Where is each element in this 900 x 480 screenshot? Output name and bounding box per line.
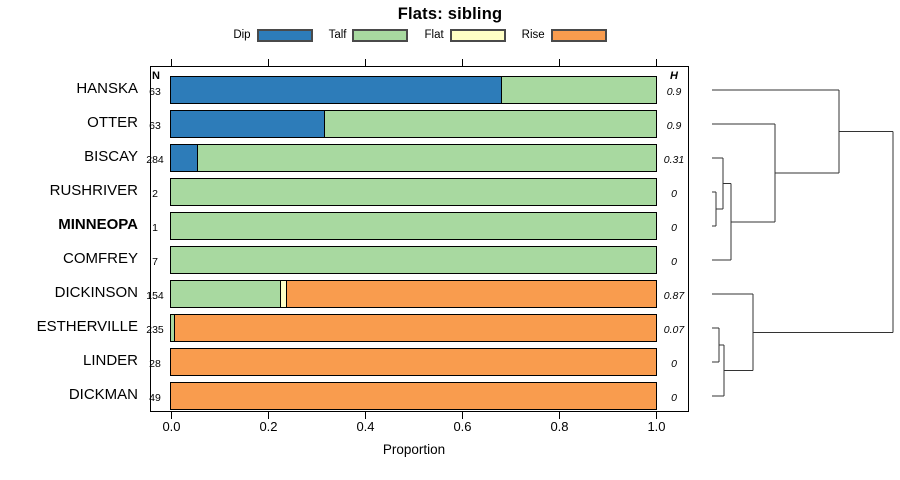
n-value-dickman: 49 xyxy=(149,392,161,404)
legend-item-dip: Dip xyxy=(233,28,313,42)
legend: Dip Talf Flat Rise xyxy=(0,26,840,44)
axis-tick-label: 0.8 xyxy=(550,419,569,434)
axis-tick-bottom xyxy=(656,412,657,419)
bar-estherville xyxy=(170,314,657,342)
axis-tick-bottom xyxy=(365,412,366,419)
row-label-dickinson: DICKINSON xyxy=(54,284,138,301)
h-value-hanska: 0.9 xyxy=(666,86,682,98)
axis-tick-bottom xyxy=(559,412,560,419)
bar-segment-talf xyxy=(171,247,656,273)
axis-tick-label: 0.0 xyxy=(162,419,181,434)
axis-tick-label: 1.0 xyxy=(647,419,666,434)
row-label-otter: OTTER xyxy=(87,114,138,131)
chart-title: Flats: sibling xyxy=(397,5,503,23)
plot-frame xyxy=(150,66,689,412)
n-value-estherville: 235 xyxy=(146,324,164,336)
row-label-biscay: BISCAY xyxy=(84,148,138,165)
bar-otter xyxy=(170,110,657,138)
h-value-minneopa: 0 xyxy=(671,222,677,234)
h-column-header: H xyxy=(670,70,678,82)
legend-item-talf: Talf xyxy=(328,28,409,42)
bar-hanska xyxy=(170,76,657,104)
row-label-rushriver: RUSHRIVER xyxy=(49,182,138,199)
bar-segment-talf xyxy=(171,281,282,307)
row-label-hanska: HANSKA xyxy=(76,80,138,97)
n-column-header: N xyxy=(152,70,160,82)
h-value-estherville: 0.07 xyxy=(663,324,685,336)
axis-tick-top xyxy=(462,59,463,66)
axis-tick-bottom xyxy=(462,412,463,419)
bar-minneopa xyxy=(170,212,657,240)
axis-tick-top xyxy=(365,59,366,66)
row-label-minneopa: MINNEOPA xyxy=(58,216,138,233)
bar-dickman xyxy=(170,382,657,410)
h-value-linder: 0 xyxy=(671,358,677,370)
h-value-biscay: 0.31 xyxy=(663,154,685,166)
legend-item-flat: Flat xyxy=(424,28,506,42)
bar-segment-talf xyxy=(171,315,176,341)
bar-segment-talf xyxy=(171,213,656,239)
n-value-biscay: 284 xyxy=(146,154,164,166)
bar-segment-dip xyxy=(171,145,199,171)
axis-tick-top xyxy=(171,59,172,66)
row-label-linder: LINDER xyxy=(82,352,138,369)
h-value-dickman: 0 xyxy=(671,392,677,404)
legend-swatch-rise xyxy=(550,28,607,42)
axis-tick-label: 0.2 xyxy=(259,419,278,434)
h-value-rushriver: 0 xyxy=(671,188,677,200)
legend-label-talf: Talf xyxy=(328,29,347,41)
n-value-otter: 63 xyxy=(149,120,161,132)
bar-segment-rise xyxy=(287,281,656,307)
n-value-rushriver: 2 xyxy=(152,188,158,200)
bar-segment-rise xyxy=(171,349,656,375)
n-value-comfrey: 7 xyxy=(152,256,158,268)
axis-tick-label: 0.4 xyxy=(356,419,375,434)
axis-tick-top xyxy=(268,59,269,66)
h-value-comfrey: 0 xyxy=(671,256,677,268)
bar-segment-talf xyxy=(324,111,656,137)
legend-item-rise: Rise xyxy=(521,28,607,42)
bar-segment-talf xyxy=(198,145,656,171)
n-value-dickinson: 154 xyxy=(146,290,164,302)
axis-tick-bottom xyxy=(268,412,269,419)
axis-tick-bottom xyxy=(171,412,172,419)
bar-segment-rise xyxy=(175,315,656,341)
row-label-estherville: ESTHERVILLE xyxy=(36,318,138,335)
bar-segment-flat xyxy=(281,281,288,307)
bar-segment-talf xyxy=(171,179,656,205)
axis-tick-top xyxy=(559,59,560,66)
bar-segment-dip xyxy=(171,77,503,103)
n-value-hanska: 63 xyxy=(149,86,161,98)
legend-label-flat: Flat xyxy=(424,29,444,41)
n-value-minneopa: 1 xyxy=(152,222,158,234)
legend-label-rise: Rise xyxy=(521,29,545,41)
bar-segment-talf xyxy=(502,77,656,103)
legend-swatch-talf xyxy=(352,28,409,42)
h-value-dickinson: 0.87 xyxy=(663,290,685,302)
legend-swatch-flat xyxy=(449,28,506,42)
h-value-otter: 0.9 xyxy=(666,120,682,132)
axis-tick-label: 0.6 xyxy=(453,419,472,434)
bar-comfrey xyxy=(170,246,657,274)
row-label-comfrey: COMFREY xyxy=(63,250,138,267)
bar-dickinson xyxy=(170,280,657,308)
bar-rushriver xyxy=(170,178,657,206)
x-axis-label: Proportion xyxy=(382,442,446,457)
legend-swatch-dip xyxy=(256,28,313,42)
bar-segment-dip xyxy=(171,111,325,137)
bar-linder xyxy=(170,348,657,376)
n-value-linder: 28 xyxy=(149,358,161,370)
row-label-dickman: DICKMAN xyxy=(68,386,138,403)
bar-biscay xyxy=(170,144,657,172)
axis-tick-top xyxy=(656,59,657,66)
bar-segment-rise xyxy=(171,383,656,409)
legend-label-dip: Dip xyxy=(233,29,251,41)
